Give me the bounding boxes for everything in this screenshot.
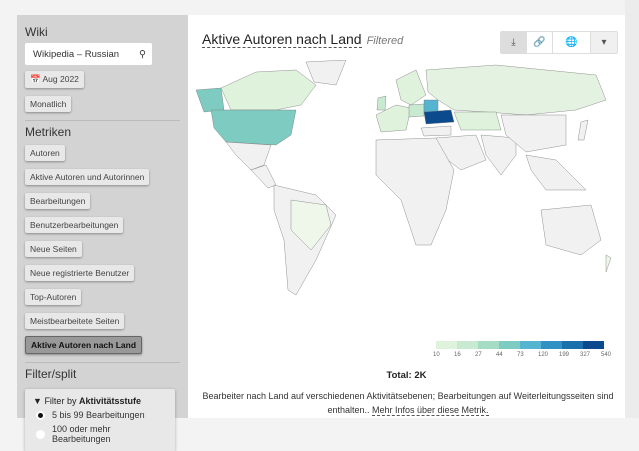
country-new-zealand <box>605 254 612 273</box>
filter-option-2[interactable]: 100 oder mehr Bearbeitungen <box>33 424 167 444</box>
wiki-value: Wikipedia – Russian <box>33 48 120 60</box>
country-africa <box>375 137 455 246</box>
country-kazakhstan <box>453 111 502 131</box>
legend-tick: 199 <box>559 352 570 358</box>
metric-button[interactable]: Aktive Autoren und Autorinnen <box>25 169 150 185</box>
divider <box>25 362 180 363</box>
country-se-asia <box>525 154 587 191</box>
option-label: 100 oder mehr Bearbeitungen <box>52 424 111 444</box>
legend-swatch <box>583 341 604 349</box>
wiki-search-input[interactable]: Wikipedia – Russian ⚲ <box>25 43 152 65</box>
legend-swatch <box>457 341 478 349</box>
legend-swatch <box>520 341 541 349</box>
filtered-badge: Filtered <box>366 35 404 47</box>
country-central-america <box>250 164 277 189</box>
more-info-link[interactable]: Mehr Infos über diese Metrik. <box>372 405 489 416</box>
radio-unselected[interactable] <box>36 429 45 439</box>
country-turkey <box>420 125 452 137</box>
radio-selected[interactable] <box>36 410 45 420</box>
color-legend: 10 16 27 44 73 120 199 327 540 <box>433 341 622 358</box>
country-uk <box>376 95 387 111</box>
chart-header: Aktive Autoren nach Land Filtered <box>202 32 403 48</box>
filter-heading: Filter/split <box>25 367 77 381</box>
legend-swatch <box>541 341 562 349</box>
wiki-heading: Wiki <box>25 25 48 39</box>
scrollbar-area <box>625 0 639 418</box>
metric-button[interactable]: Bearbeitungen <box>25 193 91 209</box>
country-china <box>500 114 567 153</box>
granularity-button[interactable]: Monatlich <box>25 96 72 112</box>
country-ukraine <box>423 109 455 125</box>
description-text: Bearbeiter nach Land auf verschiedenen A… <box>202 391 614 415</box>
world-map[interactable] <box>196 60 612 310</box>
country-russia <box>425 64 607 116</box>
caret-down-icon[interactable]: ▾ <box>591 32 617 53</box>
metric-button[interactable]: Meistbearbeitete Seiten <box>25 313 125 329</box>
country-scandinavia <box>395 69 427 106</box>
date-button[interactable]: 📅 Aug 2022 <box>25 71 84 88</box>
country-greenland <box>305 60 347 86</box>
download-icon[interactable]: ⤓ <box>501 32 527 53</box>
metric-button[interactable]: Benutzerbearbeitungen <box>25 217 124 233</box>
metric-button[interactable]: Autoren <box>25 145 65 161</box>
option-label: 5 bis 99 Bearbeitungen <box>52 410 145 420</box>
legend-tick: 120 <box>538 352 549 358</box>
metrics-heading: Metriken <box>25 125 72 139</box>
country-south-asia <box>480 134 517 176</box>
metric-description: Bearbeiter nach Land auf verschiedenen A… <box>198 389 618 417</box>
metric-button[interactable]: Neue registrierte Benutzer <box>25 265 135 281</box>
date-label: Aug 2022 <box>42 74 79 84</box>
filter-icon: ▼ <box>33 396 42 406</box>
country-japan <box>577 119 589 141</box>
legend-tick: 10 <box>433 352 440 358</box>
filter-box: ▼ Filter by Aktivitätsstufe 5 bis 99 Bea… <box>25 389 175 451</box>
country-australia <box>540 204 602 256</box>
country-poland <box>408 103 425 118</box>
sidebar: Wiki Wikipedia – Russian ⚲ 📅 Aug 2022 Mon… <box>17 15 188 451</box>
legend-swatch <box>499 341 520 349</box>
globe-icon[interactable]: 🌐 <box>553 32 591 53</box>
filter-label: Filter by <box>44 396 77 406</box>
country-usa <box>210 109 297 146</box>
metric-button[interactable]: Neue Seiten <box>25 241 82 257</box>
metric-button[interactable]: Aktive Autoren nach Land <box>25 336 143 354</box>
legend-tick: 27 <box>475 352 482 358</box>
calendar-icon: 📅 <box>30 74 41 84</box>
legend-tick: 44 <box>496 352 503 358</box>
divider <box>25 120 180 121</box>
country-brazil <box>290 199 332 251</box>
toolbar: ⤓ 🔗 🌐 ▾ <box>500 31 618 54</box>
main-panel: Aktive Autoren nach Land Filtered ⤓ 🔗 🌐 … <box>188 15 625 418</box>
country-belarus <box>423 99 439 113</box>
country-mexico <box>225 141 272 171</box>
legend-swatch <box>478 341 499 349</box>
country-alaska <box>196 87 225 113</box>
legend-tick: 16 <box>454 352 461 358</box>
filter-dimension: Aktivitätsstufe <box>78 396 141 406</box>
metric-button[interactable]: Top-Autoren <box>25 289 82 305</box>
link-icon[interactable]: 🔗 <box>527 32 553 53</box>
filter-option-1[interactable]: 5 bis 99 Bearbeitungen <box>33 410 167 420</box>
chart-title[interactable]: Aktive Autoren nach Land <box>202 31 362 48</box>
legend-swatch <box>562 341 583 349</box>
legend-swatch <box>436 341 457 349</box>
total-value: Total: 2K <box>386 370 427 381</box>
legend-tick: 540 <box>601 352 612 358</box>
country-canada <box>220 69 317 111</box>
legend-tick: 73 <box>517 352 524 358</box>
search-icon: ⚲ <box>139 48 146 60</box>
country-europe-west <box>375 104 412 133</box>
legend-tick: 327 <box>580 352 591 358</box>
